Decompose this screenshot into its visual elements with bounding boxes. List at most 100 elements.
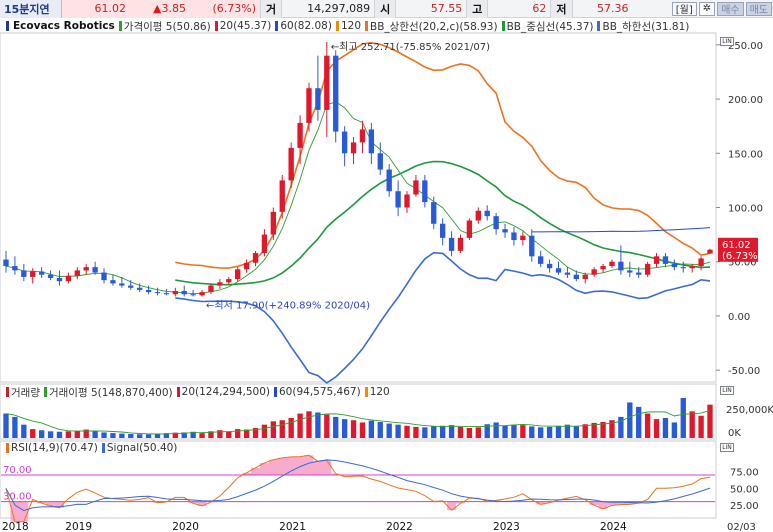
candle-body [172, 290, 178, 295]
candle-body [689, 266, 695, 269]
legend-color-marker [101, 443, 105, 453]
chart-title[interactable]: Ecovacs Robotics [13, 20, 115, 32]
volume-bar [333, 416, 339, 438]
volume-bar [502, 425, 508, 438]
volume-legend-item[interactable]: 120 [369, 386, 390, 398]
gear-icon: ✲ [702, 3, 712, 14]
candle-body [386, 169, 392, 192]
candle-body [609, 261, 615, 267]
volume-bar [261, 424, 268, 438]
volume-legend-item[interactable]: 20(124,294,500) [181, 386, 270, 398]
volume-bar [698, 415, 704, 438]
price-legend-item[interactable]: BB_하한선(31.81) [602, 20, 690, 33]
settings-button[interactable]: ✲ [698, 1, 716, 16]
candle-body [359, 129, 366, 143]
volume-bar [644, 413, 651, 438]
candle-body [636, 272, 642, 275]
candle-body [529, 235, 535, 257]
candle-body [350, 142, 357, 154]
open-value: 57.55 [430, 2, 463, 15]
candle-body [475, 210, 481, 221]
low-label: 저 [550, 0, 573, 18]
candle-body [235, 269, 241, 280]
price-legend-item[interactable]: 60(82.08) [280, 20, 332, 32]
candle-body [261, 234, 268, 254]
price-scale-button[interactable]: LIN [720, 37, 734, 46]
volume-scale-button[interactable]: LIN [720, 386, 734, 395]
price-pane[interactable] [0, 32, 717, 383]
volume-bar [475, 427, 481, 438]
candle-body [457, 237, 464, 251]
delay-indicator[interactable]: 15분지연 [0, 0, 62, 18]
candle-body [12, 266, 18, 271]
high-value: 62 [532, 2, 547, 15]
volume-bar [546, 426, 553, 438]
volume-legend-item[interactable]: 거래이평 5(148,870,400) [48, 386, 173, 399]
price-tick-label: 50.00 [728, 258, 757, 269]
year-label: 2020 [172, 521, 199, 532]
date-end-label: 02/03 [727, 522, 756, 532]
rsi-level-label: 70.00 [3, 465, 32, 476]
price-legend-item[interactable]: 120 [340, 20, 362, 32]
legend-color-marker [365, 21, 369, 31]
volume-value: 14,297,089 [307, 2, 371, 15]
candle-body [493, 216, 499, 230]
volume-bar [226, 431, 232, 438]
volume-bar [315, 412, 321, 438]
candle-body [555, 268, 562, 273]
candle-body [306, 88, 312, 123]
sell-button[interactable]: 매도 [745, 1, 772, 16]
candle-body [270, 211, 277, 235]
price-legend-item[interactable]: 20(45.37) [219, 20, 272, 32]
candle-body [573, 274, 580, 280]
rsi-legend-item[interactable]: Signal(50.40) [106, 442, 178, 454]
volume-bar [83, 429, 89, 438]
volume-bar [609, 420, 615, 438]
volume-bar [484, 424, 490, 438]
rsi-scale-button[interactable]: LIN [720, 443, 734, 452]
legend-color-marker [6, 387, 9, 397]
volume-legend-item[interactable]: 거래량 [11, 386, 40, 399]
volume-bar [270, 421, 277, 438]
legend-color-marker [335, 21, 339, 31]
candle-body [243, 262, 250, 270]
volume-tick-label: 0K [728, 428, 741, 439]
price-tick-label: 250.00 [728, 41, 763, 52]
volume-bar [288, 418, 294, 438]
rsi-signal-line [5, 459, 711, 512]
period-button[interactable]: [월] [671, 1, 697, 16]
candle-body [74, 270, 80, 276]
open-label: 시 [374, 0, 397, 18]
volume-bar [386, 423, 392, 438]
volume-bar [243, 429, 250, 438]
volume-legend-item[interactable]: 60(94,575,467) [279, 386, 361, 398]
candle-body [653, 256, 660, 264]
candle-body [662, 256, 669, 264]
candle-body [341, 131, 348, 154]
candle-body [707, 249, 713, 254]
rsi-legend-item[interactable]: RSI(14,9)(70.47) [11, 442, 98, 454]
candle-body [618, 261, 624, 271]
price-legend-item[interactable]: BB_상한선(20,2,c)(58.93) [370, 20, 498, 33]
candle-body [627, 270, 633, 273]
price-tick-label: 0.00 [728, 312, 750, 323]
volume-bar [154, 433, 161, 438]
volume-bar [591, 422, 597, 438]
buy-button[interactable]: 매수 [717, 1, 744, 16]
volume-bar [279, 420, 285, 438]
candle-body [226, 279, 232, 283]
candle-body [520, 235, 526, 241]
volume-bar [341, 419, 348, 438]
volume-bar [439, 425, 446, 438]
low-value: 57.36 [597, 2, 629, 15]
volume-bar [3, 413, 9, 438]
volume-bar [65, 431, 72, 438]
volume-bar [368, 420, 375, 438]
candle-body [101, 272, 107, 281]
price-legend-item[interactable]: BB_중심선(45.37) [506, 20, 594, 33]
candle-body [591, 269, 597, 275]
year-label: 2022 [386, 521, 413, 532]
volume-bar [145, 434, 152, 438]
price-legend-item[interactable]: 가격이평 5(50.86) [123, 20, 211, 33]
